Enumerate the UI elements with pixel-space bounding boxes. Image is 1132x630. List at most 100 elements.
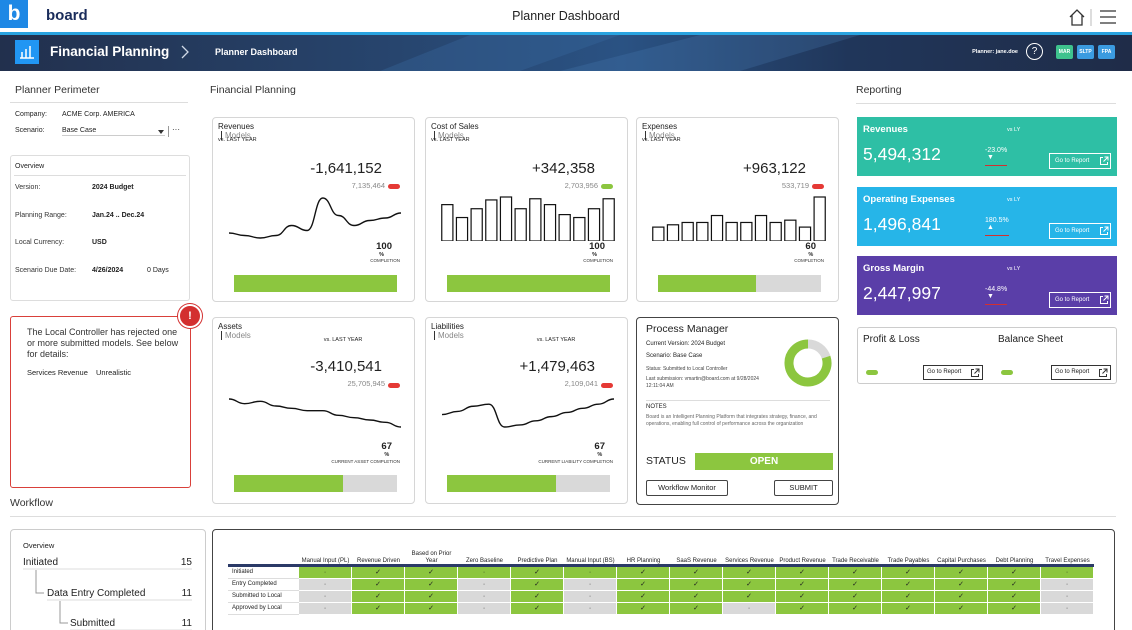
pm-title: Process Manager bbox=[646, 323, 729, 335]
logo: board bbox=[46, 7, 88, 24]
progress-track bbox=[234, 275, 397, 292]
alert-icon: ! bbox=[178, 304, 202, 328]
models-link[interactable]: Models bbox=[434, 331, 464, 340]
status-cell: · bbox=[458, 591, 510, 602]
workflow-monitor-button[interactable]: Workflow Monitor bbox=[646, 480, 728, 496]
go-to-report-button[interactable]: Go to Report bbox=[1049, 153, 1111, 169]
models-link[interactable]: Models bbox=[434, 131, 479, 140]
progress-fill bbox=[447, 275, 610, 292]
scenario-select[interactable]: Base Case bbox=[62, 127, 165, 136]
column-header: Revenue Driven bbox=[356, 558, 401, 564]
column-header: Based on Prior Year bbox=[411, 551, 452, 564]
completion-label: CURRENT ASSET COMPLETION bbox=[331, 459, 400, 464]
card-subtitle: vs. LAST YEAR bbox=[536, 337, 576, 343]
completion-unit: % bbox=[592, 252, 598, 258]
card-name: Assets bbox=[218, 322, 243, 331]
dropdown-arrow bbox=[158, 130, 164, 134]
trend-bar bbox=[499, 196, 513, 241]
status-cell: · bbox=[299, 603, 351, 614]
status-cell: · bbox=[723, 603, 775, 614]
status-cell: ✓ bbox=[723, 591, 775, 602]
trend-chart bbox=[441, 398, 615, 428]
wf-overview-title: Overview bbox=[23, 541, 55, 550]
donut-segment bbox=[807, 339, 831, 359]
status-cell: ✓ bbox=[829, 567, 881, 578]
models-link[interactable]: Models bbox=[221, 331, 251, 340]
report-compare: vs LY bbox=[1007, 196, 1021, 203]
workflow-overview-box bbox=[10, 529, 206, 630]
more-button[interactable]: ··· bbox=[172, 125, 180, 134]
status-cell: ✓ bbox=[511, 603, 563, 614]
status-cell: ✓ bbox=[723, 567, 775, 578]
badge[interactable]: SLTP bbox=[1077, 45, 1094, 59]
models-link[interactable]: Models bbox=[221, 131, 254, 140]
trend-bar bbox=[769, 221, 782, 241]
status-cell: ✓ bbox=[776, 567, 828, 578]
status-cell: ✓ bbox=[935, 591, 987, 602]
status-cell: · bbox=[564, 591, 616, 602]
go-to-report-button[interactable]: Go to Report bbox=[923, 365, 983, 380]
rule bbox=[646, 400, 830, 401]
menu-icon[interactable] bbox=[1100, 10, 1116, 24]
kpi-card: Revenues Models vs. LAST YEAR -1,641,152 7,1… bbox=[212, 117, 415, 302]
card-delta: +1,479,463 bbox=[519, 358, 596, 375]
tree-item-label: Submitted bbox=[70, 618, 116, 629]
progress-fill bbox=[658, 275, 756, 292]
overview-title: Overview bbox=[15, 163, 45, 170]
status-pill bbox=[1001, 370, 1013, 375]
card-subtitle: vs. LAST YEAR bbox=[323, 337, 363, 343]
status-cell: ✓ bbox=[988, 579, 1040, 590]
models-link[interactable]: Models bbox=[645, 131, 677, 140]
column-header: Capital Purchases bbox=[937, 558, 986, 564]
status-cell: ✓ bbox=[405, 603, 457, 614]
status-cell: ✓ bbox=[935, 603, 987, 614]
badge[interactable]: FPA bbox=[1098, 45, 1115, 59]
completion-label: COMPLETION bbox=[370, 258, 400, 263]
card-title: Cost of Sales Models bbox=[431, 122, 479, 140]
status-value: OPEN bbox=[695, 453, 833, 470]
pm-submission: Last submission: vmartin@board.com at 9/… bbox=[646, 376, 759, 389]
rule bbox=[10, 102, 188, 103]
report-value: 5,494,312 bbox=[863, 144, 941, 164]
report-value: 2,447,997 bbox=[863, 283, 941, 303]
status-cell: ✓ bbox=[829, 591, 881, 602]
completion-unit: % bbox=[384, 452, 390, 458]
status-cell: ✓ bbox=[352, 579, 404, 590]
progress-track bbox=[658, 275, 821, 292]
home-icon[interactable] bbox=[1069, 9, 1085, 26]
report-link-name: Profit & Loss bbox=[863, 334, 920, 345]
go-to-report-button[interactable]: Go to Report bbox=[1049, 222, 1111, 239]
card-name: Expenses bbox=[642, 122, 678, 131]
go-to-report-button[interactable]: Go to Report bbox=[1051, 365, 1111, 380]
trend-bar bbox=[798, 226, 812, 241]
status-cell: · bbox=[1041, 579, 1093, 590]
user-name: Planner: jane.doe bbox=[972, 49, 1018, 55]
breadcrumb-page[interactable]: Planner Dashboard bbox=[215, 47, 298, 57]
app-title: Financial Planning bbox=[50, 44, 170, 59]
logo-mark[interactable]: b bbox=[0, 0, 28, 28]
status-cell: · bbox=[1041, 603, 1093, 614]
badge[interactable]: MAR bbox=[1056, 45, 1073, 59]
card-title: Liabilities Models bbox=[431, 322, 464, 340]
page-title: Planner Dashboard bbox=[512, 9, 620, 23]
submit-button[interactable]: SUBMIT bbox=[774, 480, 833, 496]
status-cell: ✓ bbox=[776, 579, 828, 590]
header-rule bbox=[228, 564, 1094, 567]
change-arrow: ▼ bbox=[987, 293, 994, 300]
notes-title: NOTES bbox=[646, 404, 667, 410]
alert-reason: Unrealistic bbox=[96, 368, 132, 377]
total-pill bbox=[601, 184, 613, 189]
tree-item-label: Initiated bbox=[23, 557, 59, 568]
external-link-glyph bbox=[1100, 295, 1109, 304]
field-label: Scenario: bbox=[15, 127, 45, 134]
external-link-icon bbox=[1100, 295, 1109, 304]
help-button[interactable]: ? bbox=[1026, 43, 1043, 60]
report-card: Revenues vs LY 5,494,312 -23.0% ▼ Go to Repor… bbox=[857, 117, 1117, 176]
go-to-report-button[interactable]: Go to Report bbox=[1049, 292, 1111, 308]
kpi-card: Liabilities Models vs. LAST YEAR +1,479,463… bbox=[425, 317, 628, 504]
trend-bar bbox=[696, 221, 709, 241]
completion-unit: % bbox=[597, 452, 603, 458]
status-cell: · bbox=[1041, 591, 1093, 602]
notes: Board is an Intelligent Planning Platfor… bbox=[646, 414, 817, 427]
status-cell: ✓ bbox=[988, 567, 1040, 578]
